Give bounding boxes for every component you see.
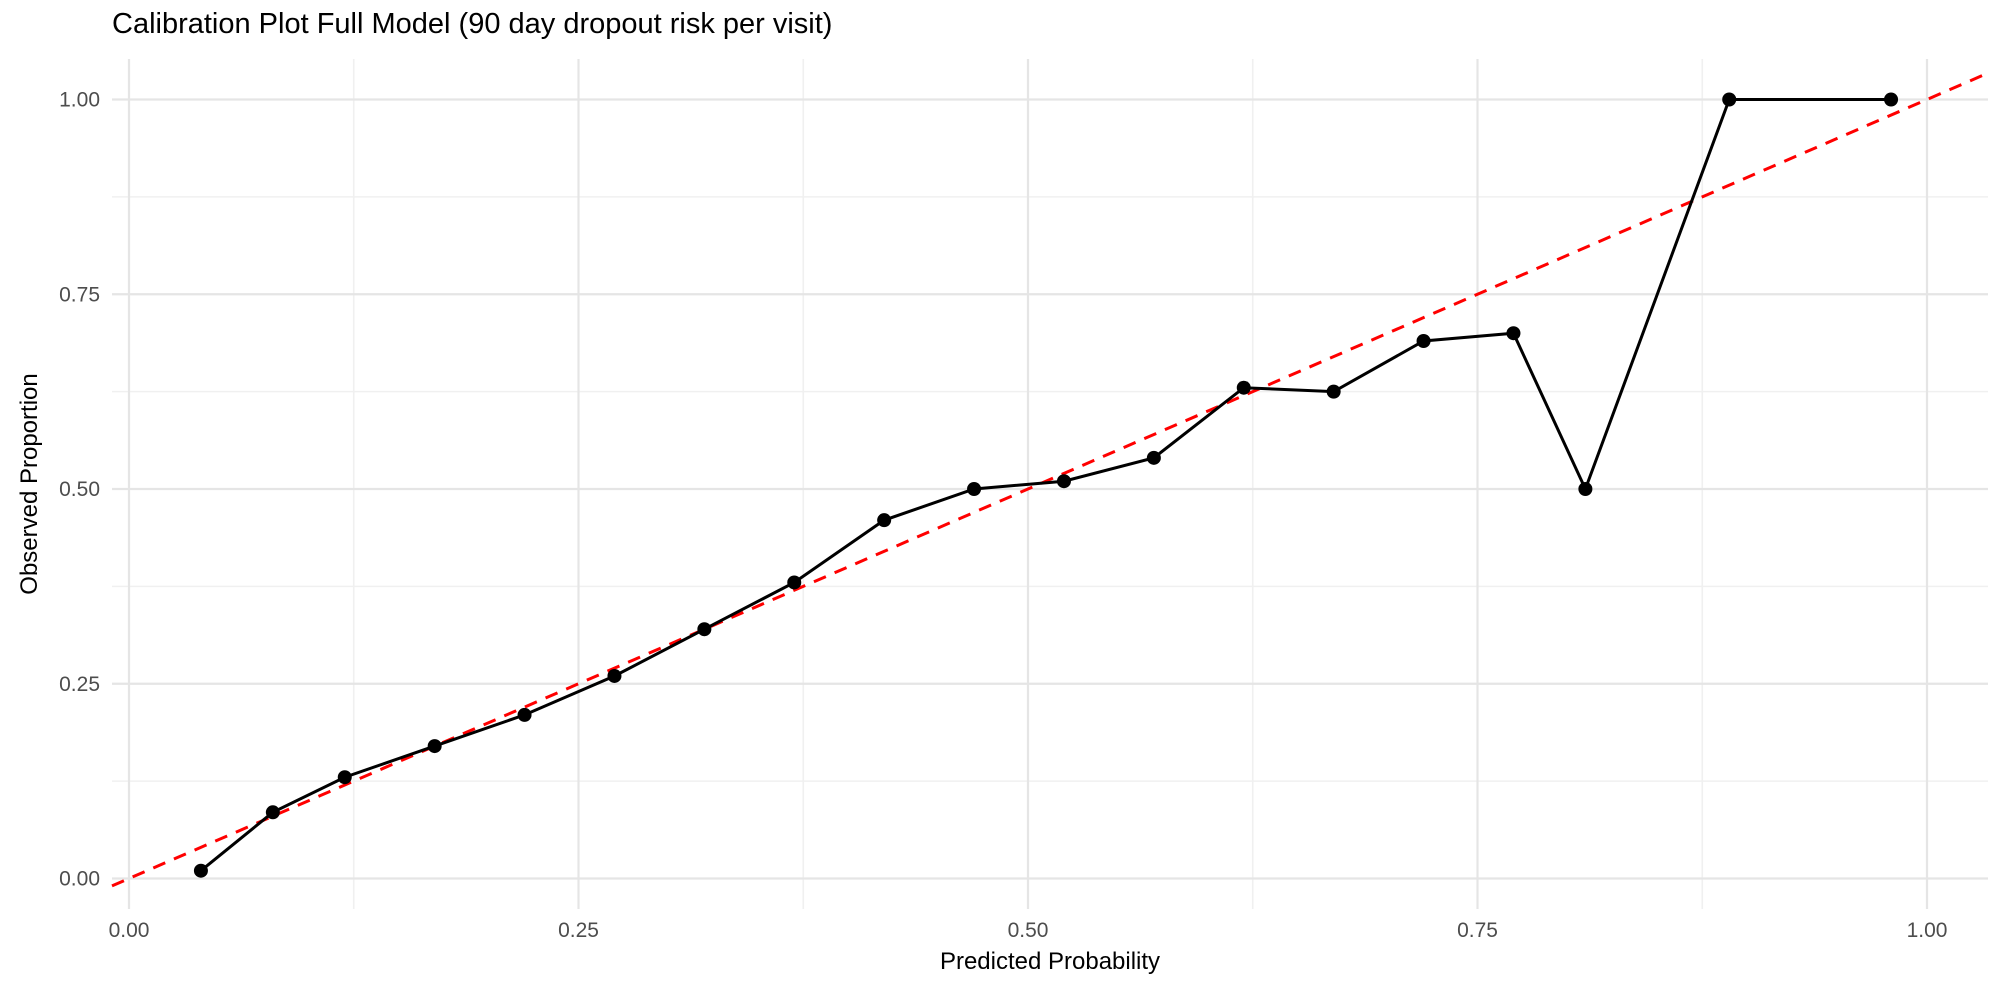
x-axis-tick-label: 0.50 (1008, 919, 1049, 942)
calibration-point (337, 770, 352, 785)
calibration-point (1722, 92, 1737, 107)
calibration-point (517, 707, 532, 722)
calibration-point (1578, 482, 1593, 496)
calibration-point (787, 575, 802, 590)
calibration-point (1506, 326, 1521, 341)
calibration-point (1236, 380, 1251, 395)
calibration-point (877, 513, 892, 528)
calibration-point (697, 622, 712, 637)
calibration-point (1884, 92, 1899, 107)
y-axis-tick-label: 0.50 (59, 478, 100, 501)
y-axis-title: Observed Proportion (16, 373, 43, 595)
calibration-point (1416, 333, 1431, 348)
x-axis-tick-label: 1.00 (1907, 919, 1948, 942)
y-axis-tick-label: 0.00 (59, 868, 100, 891)
y-axis-tick-label: 0.25 (59, 673, 100, 696)
x-axis-tick-label: 0.25 (558, 919, 599, 942)
calibration-point (1056, 474, 1071, 489)
y-axis-tick-label: 1.00 (59, 89, 100, 112)
calibration-point (607, 668, 622, 683)
y-axis-tick-label: 0.75 (59, 283, 100, 306)
calibration-point (265, 805, 280, 820)
calibration-point (1146, 450, 1161, 465)
identity-reference-line (111, 71, 1989, 888)
calibration-point (193, 863, 208, 878)
x-axis-tick-label: 0.00 (109, 919, 150, 942)
calibration-point (967, 482, 982, 496)
x-axis-tick-label: 0.75 (1457, 919, 1498, 942)
calibration-point (1326, 384, 1341, 399)
chart-title: Calibration Plot Full Model (90 day drop… (112, 8, 833, 40)
x-axis-title: Predicted Probability (939, 948, 1161, 975)
calibration-line (199, 98, 1892, 872)
calibration-point (427, 739, 442, 754)
